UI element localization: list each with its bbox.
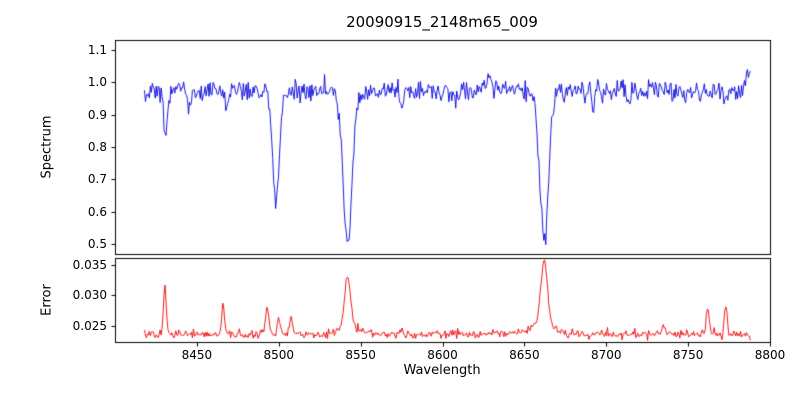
y-tick-label: 0.030 [72,288,107,303]
x-tick-label: 8700 [590,348,622,362]
x-tick-label: 8550 [345,348,376,362]
x-tick-label: 8750 [672,348,704,362]
y-tick-label: 0.5 [87,237,107,252]
spectrum-y-axis-label: Spectrum [39,115,55,179]
y-tick-label: 0.025 [72,318,107,333]
y-tick-label: 0.8 [87,140,107,154]
x-axis-label: Wavelength [403,363,481,378]
chart-title: 20090915_2148m65_009 [346,13,538,31]
y-tick-label: 0.7 [87,172,107,187]
y-tick-label: 0.6 [87,204,107,219]
y-tick-label: 1.0 [87,75,107,90]
x-tick-label: 8650 [509,348,540,362]
y-tick-label: 0.035 [72,258,107,273]
y-tick-label: 1.1 [87,42,107,57]
x-tick-label: 8800 [754,348,786,362]
x-tick-label: 8600 [427,348,458,362]
x-tick-label: 8450 [181,348,213,362]
x-tick-label: 8500 [263,348,295,362]
y-tick-label: 0.9 [87,107,107,122]
error-y-axis-label: Error [39,284,55,316]
